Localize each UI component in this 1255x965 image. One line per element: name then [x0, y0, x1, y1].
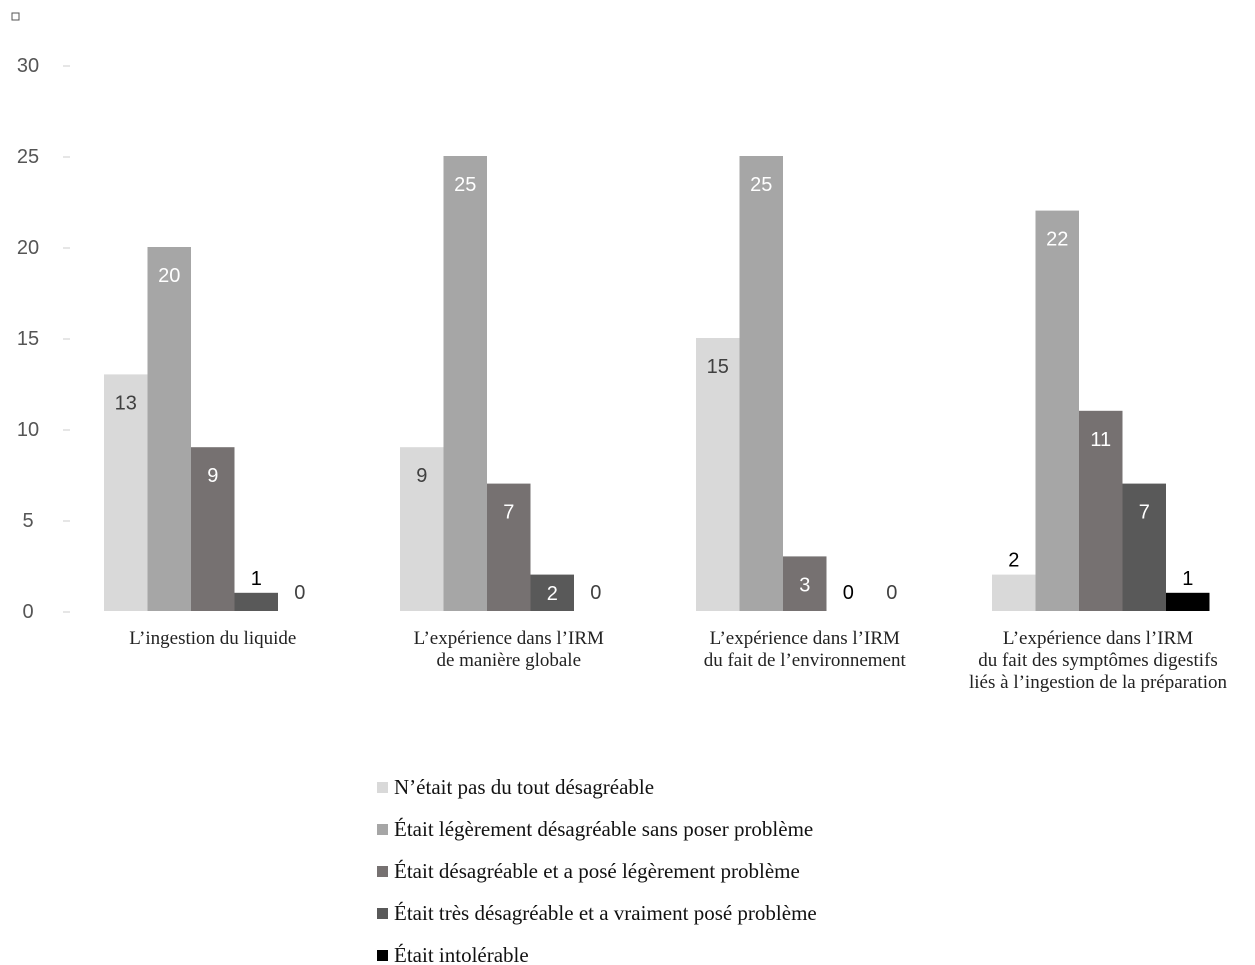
bar	[234, 592, 278, 611]
bar	[487, 483, 531, 611]
data-label: 1	[1182, 568, 1193, 590]
bar	[191, 447, 235, 611]
bar	[147, 247, 191, 611]
bar	[1122, 483, 1166, 611]
legend-swatch	[377, 908, 388, 919]
legend-label: Était intolérable	[394, 943, 529, 965]
bar	[739, 156, 783, 611]
bar	[696, 338, 740, 611]
bars-group	[104, 156, 1210, 611]
y-tick-label: 5	[22, 510, 33, 532]
y-tick-label: 30	[17, 55, 39, 77]
data-label: 9	[416, 465, 427, 487]
x-category-label: L’expérience dans l’IRM	[710, 628, 900, 649]
legend-swatch	[377, 824, 388, 835]
data-label: 7	[1139, 502, 1150, 524]
data-label: 1	[251, 568, 262, 590]
bar	[443, 156, 487, 611]
bar	[992, 574, 1036, 611]
data-label: 13	[115, 392, 137, 414]
data-label: 0	[294, 582, 305, 604]
data-label: 0	[886, 582, 897, 604]
bar	[1079, 410, 1123, 611]
y-tick-label: 20	[17, 237, 39, 259]
legend-swatch	[377, 950, 388, 961]
legend-swatch	[377, 782, 388, 793]
data-label: 25	[454, 174, 476, 196]
bar	[104, 374, 148, 611]
data-label: 20	[158, 265, 180, 287]
y-tick-label: 0	[22, 601, 33, 623]
x-category-label: de manière globale	[436, 650, 581, 671]
data-label: 15	[707, 356, 729, 378]
legend-label: Était désagréable et a posé légèrement p…	[394, 859, 800, 883]
x-axis-categories: L’ingestion du liquide L’expérience dans …	[129, 628, 1227, 693]
legend: N’était pas du tout désagréable Était lég…	[377, 775, 817, 965]
data-label: 22	[1046, 229, 1068, 251]
bar	[1035, 210, 1079, 611]
data-label: 3	[799, 574, 810, 596]
x-category-label: L’expérience dans l’IRM	[414, 628, 604, 649]
data-label: 11	[1090, 429, 1111, 451]
y-tick-label: 25	[17, 146, 39, 168]
data-label: 2	[1008, 550, 1019, 572]
corner-handle-icon	[11, 12, 20, 21]
x-category-label: L’ingestion du liquide	[129, 628, 296, 649]
data-label: 7	[503, 502, 514, 524]
bar	[1166, 592, 1210, 611]
bar	[400, 447, 444, 611]
y-tick-label: 15	[17, 328, 39, 350]
x-category-label: liés à l’ingestion de la préparation	[969, 672, 1227, 693]
bar	[783, 556, 827, 611]
legend-label: Était légèrement désagréable sans poser …	[394, 817, 813, 841]
x-category-label: du fait de l’environnement	[704, 650, 907, 671]
data-label: 25	[750, 174, 772, 196]
y-tick-label: 10	[17, 419, 39, 441]
y-axis: 0 5 10 15 20 25 30	[17, 55, 70, 623]
legend-label: N’était pas du tout désagréable	[394, 775, 654, 799]
data-label: 0	[843, 582, 854, 604]
data-label: 0	[590, 582, 601, 604]
data-label: 2	[547, 583, 558, 605]
x-category-label: du fait des symptômes digestifs	[978, 650, 1218, 671]
data-label: 9	[207, 465, 218, 487]
bar	[530, 574, 574, 611]
x-category-label: L’expérience dans l’IRM	[1003, 628, 1193, 649]
legend-label: Était très désagréable et a vraiment pos…	[394, 901, 817, 925]
legend-swatch	[377, 866, 388, 877]
